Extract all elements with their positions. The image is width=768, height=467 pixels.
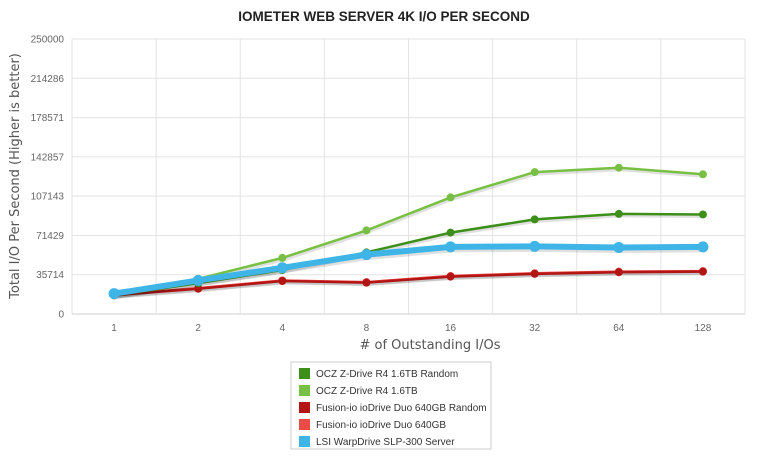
y-tick-label: 35714	[36, 270, 64, 281]
x-tick-label: 4	[280, 323, 286, 334]
y-tick-label: 0	[58, 310, 64, 321]
legend-swatch	[299, 368, 310, 379]
data-point	[276, 262, 288, 274]
legend-item-label: OCZ Z-Drive R4 1.6TB Random	[316, 369, 458, 380]
grid	[71, 38, 746, 315]
chart-title: IOMETER WEB SERVER 4K I/O PER SECOND	[238, 9, 530, 24]
data-point	[278, 253, 287, 262]
y-tick-label: 142857	[31, 152, 65, 163]
data-point	[194, 284, 203, 293]
data-point	[360, 249, 372, 261]
data-point	[530, 215, 539, 224]
data-point	[446, 272, 455, 281]
y-tick-label: 107143	[31, 192, 65, 203]
x-tick-label: 64	[613, 323, 625, 334]
legend-item-label: OCZ Z-Drive R4 1.6TB	[316, 386, 418, 397]
data-point	[278, 277, 287, 285]
data-point	[362, 278, 371, 287]
data-point	[614, 268, 623, 277]
x-tick-label: 128	[695, 323, 712, 334]
series-line-shadow	[113, 271, 706, 299]
data-point	[698, 267, 707, 276]
data-point	[362, 226, 371, 235]
data-point	[108, 288, 120, 300]
data-point	[613, 241, 625, 253]
data-point	[698, 170, 707, 179]
legend-item-label: LSI WarpDrive SLP-300 Server	[316, 437, 455, 448]
data-point	[446, 228, 455, 237]
data-point	[614, 209, 623, 218]
legend-item-label: Fusion-io ioDrive Duo 640GB	[316, 420, 446, 431]
legend-swatch	[299, 419, 310, 430]
data-point	[529, 240, 541, 252]
y-tick-label: 178571	[31, 113, 65, 124]
y-tick-label: 71429	[36, 231, 64, 242]
y-axis-label: Total I/O Per Second (Higher is better)	[8, 53, 23, 300]
data-point	[697, 241, 709, 253]
data-point	[446, 193, 455, 202]
legend-swatch	[299, 436, 310, 447]
series-line-shadow	[113, 272, 706, 299]
legend-box	[290, 361, 492, 450]
x-axis-label: # of Outstanding I/Os	[359, 338, 500, 353]
x-tick-label: 2	[195, 323, 201, 334]
legend: OCZ Z-Drive R4 1.6TB Random OCZ Z-Drive R…	[290, 361, 492, 450]
data-point	[614, 163, 623, 172]
x-tick-label: 1	[111, 323, 117, 334]
series-line	[111, 243, 706, 297]
x-tick-label: 8	[364, 323, 370, 334]
data-point	[192, 274, 204, 286]
data-point	[530, 168, 539, 177]
series-line	[112, 270, 705, 297]
y-tick-label: 250000	[31, 35, 65, 46]
series-5	[108, 240, 709, 300]
x-tick-label: 32	[529, 323, 541, 334]
x-tick-label: 16	[445, 323, 457, 334]
data-point	[698, 210, 707, 219]
data-point	[530, 269, 539, 278]
y-axis-ticks: 0 35714 71429 107143 142857 178571 214286 25000…	[31, 35, 65, 321]
x-axis-ticks: 1 2 4 8 16 32 64 128	[111, 323, 711, 334]
legend-swatch	[299, 385, 310, 396]
legend-swatch	[299, 402, 310, 413]
y-tick-label: 214286	[31, 74, 65, 85]
data-point	[445, 241, 457, 253]
legend-item-label: Fusion-io ioDrive Duo 640GB Random	[316, 403, 487, 414]
series-layer	[108, 163, 709, 300]
series-line-shadow	[113, 214, 706, 299]
